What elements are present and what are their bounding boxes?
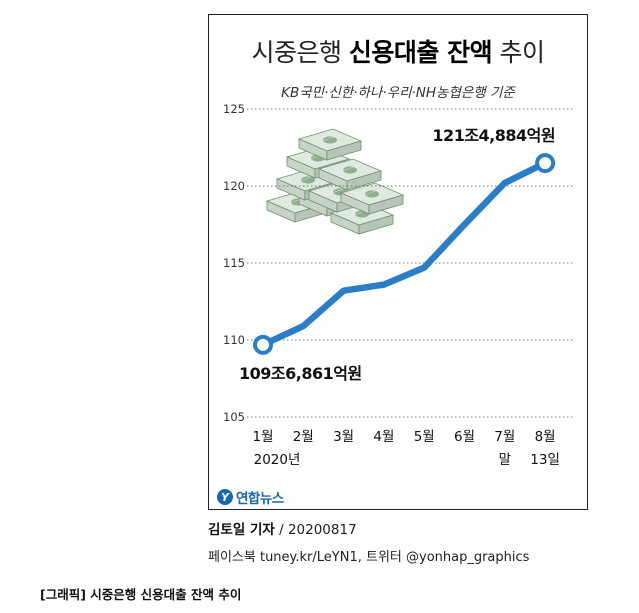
banknote-bundle (317, 158, 383, 191)
y-tick-label: 110 (223, 333, 245, 347)
x-tick-label: 4월 (373, 429, 394, 445)
banknote-bundle (297, 128, 363, 161)
x-tick-sublabel: 2020년 (254, 452, 301, 468)
x-tick-label: 3월 (333, 429, 354, 445)
end-point (535, 153, 556, 174)
y-tick-label: 125 (223, 102, 245, 116)
publish-date: / 20200817 (274, 522, 357, 538)
graphic-card: 시중은행 신용대출 잔액 추이 KB국민·신한·하나·우리·NH농협은행 기준 … (208, 14, 588, 510)
chart-title-part-2: 추이 (492, 38, 546, 67)
x-tick-label: 5월 (414, 429, 435, 445)
x-tick-sublabel: 13일 (530, 452, 560, 468)
reporter-name: 김토일 기자 (208, 522, 275, 538)
y-tick-label: 120 (223, 179, 245, 193)
banknote-bundle (339, 182, 405, 215)
yonhap-logo-text: 연합뉴스 (236, 491, 284, 507)
start-point (253, 334, 273, 355)
start-value-label: 109조6,861억원 (239, 364, 362, 383)
chart-title-emphasis: 신용대출 잔액 (348, 38, 493, 67)
graphic-caption: [그래픽] 시중은행 신용대출 잔액 추이 (40, 587, 242, 602)
series-line (259, 159, 549, 349)
money-stack-illustration (265, 128, 405, 235)
social-links: 페이스북 tuney.kr/LeYN1, 트위터 @yonhap_graphic… (208, 550, 530, 565)
x-tick-label: 7월 (494, 429, 515, 445)
chart-subtitle: KB국민·신한·하나·우리·NH농협은행 기준 (281, 85, 515, 101)
chart-title-part-1: 시중은행 (251, 38, 349, 67)
byline: 김토일 기자 / 20200817 (208, 518, 357, 538)
x-tick-sublabel: 말 (499, 452, 511, 468)
end-value-label: 121조4,884억원 (432, 126, 555, 145)
x-tick-label: 8월 (535, 429, 556, 445)
y-tick-label: 115 (223, 256, 245, 270)
line-chart: 105 110 115 120 125 1월 2월 3월 4월 5월 6월 7월 8월 2020년 말 13… (223, 102, 575, 468)
y-tick-label: 105 (223, 410, 245, 424)
yonhap-logo: Y 연합뉴스 (217, 487, 284, 507)
chart-title: 시중은행 신용대출 잔액 추이 (209, 33, 587, 69)
yonhap-logo-mark: Y (217, 489, 233, 505)
x-tick-label: 6월 (454, 429, 475, 445)
x-tick-label: 2월 (293, 429, 314, 445)
x-tick-label: 1월 (252, 429, 273, 445)
